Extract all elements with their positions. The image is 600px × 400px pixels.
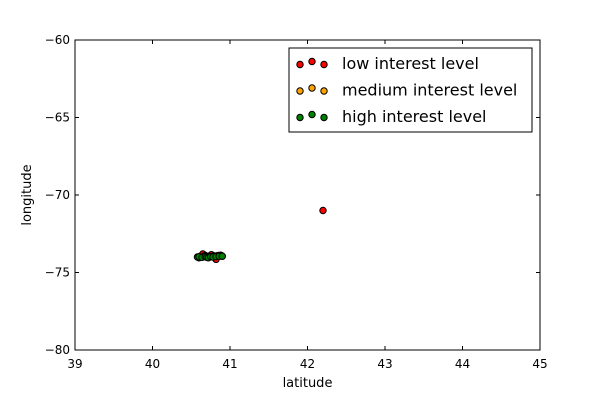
legend: low interest level medium interest level h… bbox=[288, 47, 533, 133]
x-axis-label: latitude bbox=[283, 376, 333, 391]
legend-marker bbox=[308, 110, 316, 119]
legend-frame bbox=[288, 47, 533, 133]
x-tick-label: 45 bbox=[532, 357, 547, 371]
legend-marker bbox=[296, 113, 304, 122]
x-tick-label: 41 bbox=[222, 357, 237, 371]
y-tick-label: −65 bbox=[45, 111, 70, 125]
legend-marker bbox=[320, 113, 328, 122]
x-tick-label: 40 bbox=[145, 357, 160, 371]
legend-marker bbox=[296, 87, 304, 95]
y-axis-label: longitude bbox=[20, 164, 35, 225]
x-tick-label: 39 bbox=[67, 357, 82, 371]
y-tick-label: −80 bbox=[45, 343, 70, 357]
data-point bbox=[218, 252, 226, 260]
y-axis-ticks: −80 −75 −70 −65 −60 bbox=[45, 33, 540, 357]
data-point bbox=[319, 206, 327, 215]
legend-label: medium interest level bbox=[342, 81, 517, 100]
legend-marker bbox=[308, 84, 316, 92]
y-tick-label: −60 bbox=[45, 33, 70, 47]
legend-label: high interest level bbox=[342, 107, 486, 126]
legend-marker bbox=[320, 87, 328, 95]
legend-marker bbox=[320, 60, 328, 69]
legend-label: low interest level bbox=[342, 54, 479, 73]
plot-points bbox=[193, 206, 327, 264]
y-tick-label: −75 bbox=[45, 266, 70, 280]
x-tick-label: 44 bbox=[455, 357, 470, 371]
y-tick-label: −70 bbox=[45, 188, 70, 202]
x-axis-ticks: 39 40 41 42 43 44 45 bbox=[67, 40, 548, 371]
legend-marker bbox=[308, 57, 316, 66]
x-tick-label: 42 bbox=[300, 357, 315, 371]
x-tick-label: 43 bbox=[377, 357, 392, 371]
legend-marker bbox=[296, 60, 304, 69]
